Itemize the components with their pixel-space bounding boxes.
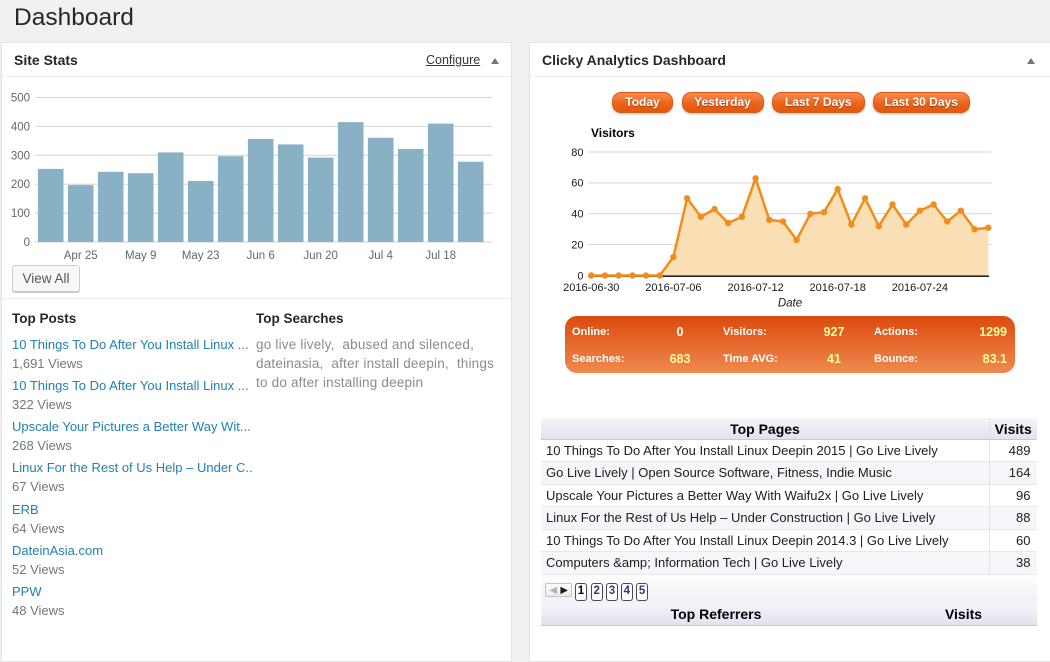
svg-text:Jul 4: Jul 4 bbox=[369, 250, 394, 262]
svg-text:500: 500 bbox=[11, 93, 30, 105]
svg-text:May 23: May 23 bbox=[182, 250, 220, 262]
svg-text:80: 80 bbox=[571, 147, 583, 159]
svg-text:2016-07-12: 2016-07-12 bbox=[727, 282, 783, 294]
svg-text:Apr 25: Apr 25 bbox=[64, 250, 98, 262]
svg-text:0: 0 bbox=[24, 237, 30, 249]
svg-text:400: 400 bbox=[11, 121, 30, 133]
svg-text:Jun 20: Jun 20 bbox=[303, 250, 338, 262]
svg-text:100: 100 bbox=[11, 208, 30, 220]
svg-text:2016-07-24: 2016-07-24 bbox=[892, 282, 948, 294]
svg-text:300: 300 bbox=[11, 150, 30, 162]
svg-text:40: 40 bbox=[571, 209, 583, 221]
svg-text:Visitors: Visitors bbox=[591, 126, 635, 140]
svg-text:200: 200 bbox=[11, 179, 30, 191]
svg-text:Date: Date bbox=[778, 298, 802, 310]
svg-text:2016-07-06: 2016-07-06 bbox=[645, 282, 701, 294]
svg-text:Jul 18: Jul 18 bbox=[425, 250, 456, 262]
svg-text:60: 60 bbox=[571, 178, 583, 190]
svg-text:0: 0 bbox=[577, 270, 583, 282]
svg-text:2016-06-30: 2016-06-30 bbox=[563, 282, 619, 294]
svg-text:Jun 6: Jun 6 bbox=[247, 250, 275, 262]
svg-text:May 9: May 9 bbox=[125, 250, 156, 262]
svg-text:20: 20 bbox=[571, 239, 583, 251]
svg-text:2016-07-18: 2016-07-18 bbox=[810, 282, 866, 294]
